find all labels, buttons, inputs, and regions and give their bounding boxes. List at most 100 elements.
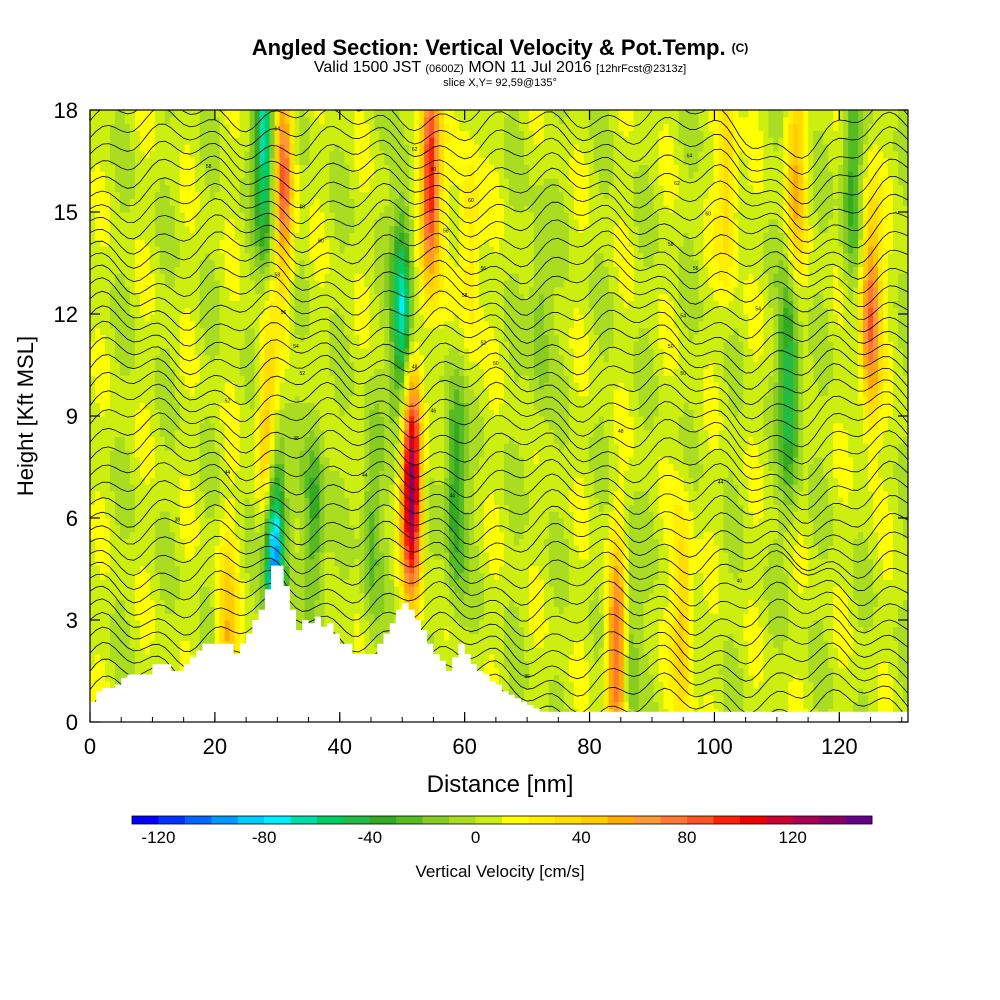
velocity-cell xyxy=(314,361,321,369)
velocity-cell xyxy=(234,429,241,437)
velocity-cell xyxy=(329,592,335,601)
velocity-cell xyxy=(144,586,151,594)
velocity-cell xyxy=(234,606,241,614)
velocity-cell xyxy=(324,307,331,315)
velocity-cell xyxy=(144,620,151,628)
velocity-cell xyxy=(304,463,311,471)
velocity-cell xyxy=(189,252,196,261)
velocity-cell xyxy=(124,327,131,335)
velocity-cell xyxy=(129,538,136,546)
velocity-cell xyxy=(139,538,146,546)
velocity-cell xyxy=(269,348,276,356)
velocity-cell xyxy=(159,150,166,159)
velocity-cell xyxy=(349,565,355,573)
velocity-cell xyxy=(239,354,246,363)
velocity-cell xyxy=(259,212,266,220)
velocity-cell xyxy=(124,524,131,533)
velocity-cell xyxy=(269,252,276,261)
velocity-cell xyxy=(299,558,306,567)
velocity-cell xyxy=(284,123,291,131)
velocity-cell xyxy=(184,191,191,199)
velocity-cell xyxy=(219,422,226,431)
velocity-cell xyxy=(229,273,236,281)
velocity-cell xyxy=(109,314,116,322)
velocity-cell xyxy=(314,300,321,308)
velocity-cell xyxy=(239,266,246,274)
velocity-cell xyxy=(134,205,141,213)
velocity-cell xyxy=(254,592,261,601)
velocity-cell xyxy=(259,518,266,526)
velocity-cell xyxy=(244,592,251,601)
velocity-cell xyxy=(99,246,106,254)
velocity-cell xyxy=(329,116,335,125)
velocity-cell xyxy=(214,552,221,560)
velocity-cell xyxy=(114,518,121,526)
velocity-cell xyxy=(129,191,136,199)
velocity-cell xyxy=(164,320,171,329)
velocity-cell xyxy=(179,409,186,417)
velocity-cell xyxy=(224,307,231,315)
velocity-cell xyxy=(184,470,191,478)
velocity-cell xyxy=(164,572,171,580)
velocity-cell xyxy=(304,212,311,220)
velocity-cell xyxy=(344,280,350,288)
velocity-cell xyxy=(219,558,226,567)
velocity-cell xyxy=(364,647,370,655)
velocity-cell xyxy=(264,178,271,186)
velocity-cell xyxy=(219,116,226,125)
velocity-cell xyxy=(294,246,301,254)
velocity-cell xyxy=(259,388,266,397)
velocity-cell xyxy=(129,225,136,233)
velocity-cell xyxy=(229,606,236,614)
velocity-cell xyxy=(299,484,306,492)
velocity-cell xyxy=(334,348,340,356)
velocity-cell xyxy=(224,198,231,206)
velocity-cell xyxy=(194,470,201,478)
velocity-cell xyxy=(214,191,221,199)
velocity-cell xyxy=(174,191,181,199)
velocity-cell xyxy=(269,497,276,505)
velocity-cell xyxy=(354,232,360,240)
velocity-cell xyxy=(149,545,156,553)
velocity-cell xyxy=(214,524,221,533)
velocity-cell xyxy=(234,110,241,118)
velocity-cell xyxy=(239,388,246,397)
velocity-cell xyxy=(279,171,286,179)
velocity-cell xyxy=(334,123,340,131)
velocity-cell xyxy=(264,164,271,172)
velocity-cell xyxy=(199,484,206,492)
velocity-cell xyxy=(274,171,281,179)
velocity-cell xyxy=(259,422,266,431)
velocity-cell xyxy=(104,164,111,172)
velocity-cell xyxy=(194,395,201,403)
velocity-cell xyxy=(239,280,246,288)
velocity-cell xyxy=(214,116,221,125)
velocity-cell xyxy=(304,144,311,152)
velocity-cell xyxy=(164,137,171,145)
velocity-cell xyxy=(294,314,301,322)
velocity-cell xyxy=(239,531,246,539)
velocity-cell xyxy=(109,524,116,533)
velocity-cell xyxy=(249,171,256,179)
velocity-cell xyxy=(319,354,326,363)
velocity-cell xyxy=(244,314,251,322)
velocity-cell xyxy=(249,273,256,281)
velocity-cell xyxy=(134,218,141,227)
velocity-cell xyxy=(154,144,161,152)
velocity-cell xyxy=(124,422,131,431)
velocity-cell xyxy=(209,402,216,410)
velocity-cell xyxy=(149,144,156,152)
velocity-cell xyxy=(224,531,231,539)
velocity-cell xyxy=(339,320,345,329)
velocity-cell xyxy=(219,429,226,437)
velocity-cell xyxy=(279,463,286,471)
velocity-cell xyxy=(264,341,271,349)
velocity-cell xyxy=(149,647,156,655)
velocity-cell xyxy=(359,130,365,138)
velocity-cell xyxy=(119,477,126,485)
velocity-cell xyxy=(289,212,296,220)
velocity-cell xyxy=(219,395,226,403)
velocity-cell xyxy=(359,443,365,451)
velocity-cell xyxy=(179,239,186,247)
velocity-cell xyxy=(164,654,171,662)
